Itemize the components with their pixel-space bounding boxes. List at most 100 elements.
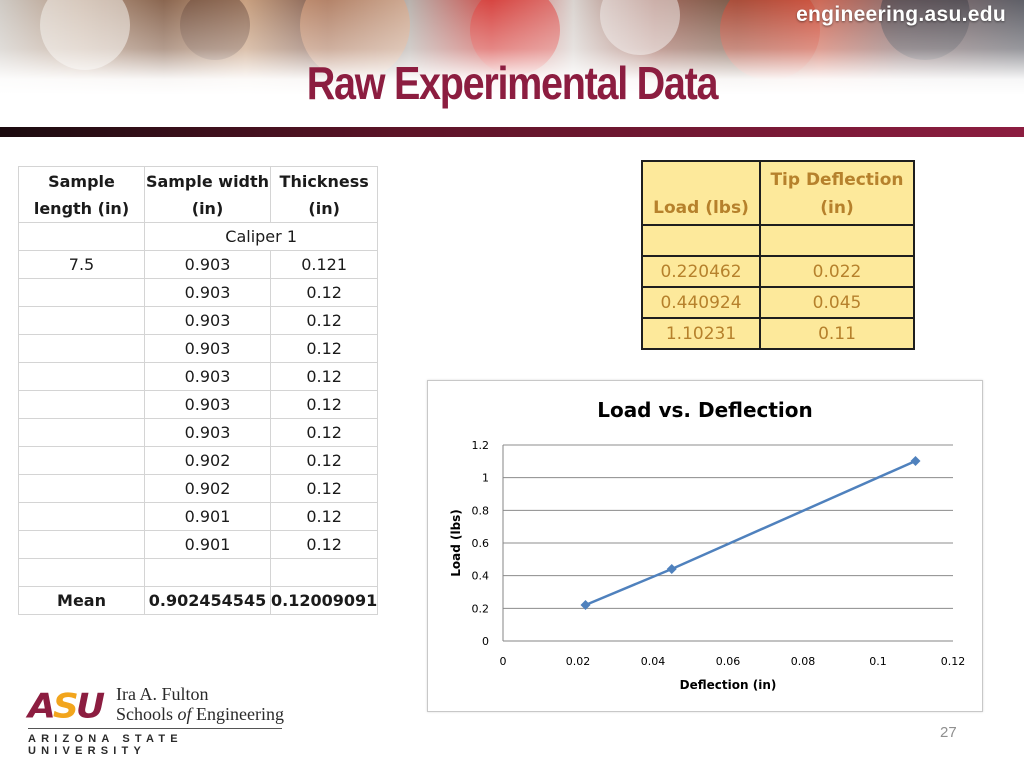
section-label: Caliper 1 bbox=[143, 222, 379, 251]
chart-series bbox=[580, 455, 921, 610]
table-cell: 0.12 bbox=[269, 474, 379, 503]
school-name-line2: Schools of Engineering bbox=[116, 704, 284, 725]
table-cell bbox=[18, 334, 145, 363]
data-point-marker bbox=[910, 455, 921, 466]
logo-letter: U bbox=[75, 687, 105, 726]
load-vs-deflection-chart: Load vs. Deflection 0 0.2 0.4 0.6 0.8 1 1.2 0 0.… bbox=[427, 380, 983, 712]
mean-cell: 0.902454545 bbox=[144, 586, 271, 615]
table-cell bbox=[18, 474, 145, 503]
table-row: 0.903 0.12 bbox=[18, 418, 379, 447]
table-cell bbox=[18, 418, 145, 447]
table-cell: 0.440924 bbox=[641, 286, 761, 319]
table-cell bbox=[18, 222, 145, 251]
table-cell: 0.12 bbox=[269, 362, 379, 391]
school-text: Engineering bbox=[191, 704, 285, 724]
header-text: Sample width bbox=[145, 171, 270, 191]
table-cell: 0.12 bbox=[269, 418, 379, 447]
table-cell bbox=[18, 502, 145, 531]
table-row: 7.5 0.903 0.121 bbox=[18, 250, 379, 279]
table-cell: 0.903 bbox=[144, 250, 271, 279]
header-text: (in) bbox=[308, 198, 340, 218]
header-sample-width: Sample width (in) bbox=[144, 166, 271, 223]
table-cell: 0.12 bbox=[269, 530, 379, 559]
slide-title: Raw Experimental Data bbox=[306, 57, 719, 109]
x-tick-label: 0.04 bbox=[641, 655, 666, 668]
header-load: Load (lbs) bbox=[641, 160, 761, 226]
header-text: (in) bbox=[820, 198, 854, 218]
x-tick-label: 0.08 bbox=[791, 655, 816, 668]
site-url[interactable]: engineering.asu.edu bbox=[796, 3, 1006, 26]
table-cell: 0.12 bbox=[269, 446, 379, 475]
table-cell: 0.902 bbox=[144, 474, 271, 503]
table-row: 0.901 0.12 bbox=[18, 530, 379, 559]
chart-title: Load vs. Deflection bbox=[597, 398, 813, 422]
y-tick-label: 0 bbox=[482, 635, 489, 648]
mean-cell: 0.12009091 bbox=[269, 586, 379, 615]
logo-letter: A bbox=[28, 687, 56, 726]
table-row: 0.903 0.12 bbox=[18, 362, 379, 391]
y-tick-label: 1 bbox=[482, 472, 489, 485]
university-name: ARIZONA STATE UNIVERSITY bbox=[28, 733, 183, 757]
logo-divider bbox=[28, 728, 282, 729]
table-cell bbox=[18, 278, 145, 307]
table-row: 0.901 0.12 bbox=[18, 502, 379, 531]
header-text: Tip Deflection bbox=[770, 170, 904, 190]
x-tick-label: 0.02 bbox=[566, 655, 591, 668]
table-row bbox=[18, 558, 379, 587]
table-cell: 0.901 bbox=[144, 530, 271, 559]
table-row: 0.903 0.12 bbox=[18, 390, 379, 419]
table-cell: 0.903 bbox=[144, 418, 271, 447]
table-cell: 0.12 bbox=[269, 334, 379, 363]
chart-canvas: Load vs. Deflection 0 0.2 0.4 0.6 0.8 1 1.2 0 0.… bbox=[449, 398, 966, 692]
series-line bbox=[585, 459, 917, 607]
table-cell: 0.12 bbox=[269, 390, 379, 419]
table-cell bbox=[269, 558, 379, 587]
table-cell: 0.12 bbox=[269, 278, 379, 307]
sample-dimensions-table: Sample length (in) Sample width (in) Thick… bbox=[18, 166, 379, 615]
table-cell: 0.12 bbox=[269, 306, 379, 335]
header-tip-deflection: Tip Deflection (in) bbox=[759, 160, 915, 226]
table-row: 0.902 0.12 bbox=[18, 446, 379, 475]
mean-row: Mean 0.902454545 0.12009091 bbox=[18, 586, 379, 615]
table-cell: 0.901 bbox=[144, 502, 271, 531]
data-point-marker bbox=[666, 563, 677, 574]
table-cell: 0.903 bbox=[144, 362, 271, 391]
table-cell: 0.220462 bbox=[641, 255, 761, 288]
x-axis-label: Deflection (in) bbox=[680, 678, 777, 692]
table-row: 0.903 0.12 bbox=[18, 278, 379, 307]
table-cell: 0.045 bbox=[759, 286, 915, 319]
table-cell: 0.902 bbox=[144, 446, 271, 475]
table-cell: 0.121 bbox=[269, 250, 379, 279]
x-tick-label: 0.06 bbox=[716, 655, 741, 668]
table-cell bbox=[641, 224, 761, 257]
table-row: 0.902 0.12 bbox=[18, 474, 379, 503]
table-row: 0.440924 0.045 bbox=[641, 286, 915, 319]
y-tick-label: 0.8 bbox=[472, 504, 490, 517]
table-header-row: Load (lbs) Tip Deflection (in) bbox=[641, 160, 915, 226]
table-cell: 0.903 bbox=[144, 278, 271, 307]
table-cell: 0.11 bbox=[759, 317, 915, 350]
table-cell: 0.903 bbox=[144, 390, 271, 419]
load-deflection-table: Load (lbs) Tip Deflection (in) 0.220462 0.… bbox=[641, 160, 915, 350]
x-tick-label: 0 bbox=[500, 655, 507, 668]
section-row: Caliper 1 bbox=[18, 222, 379, 251]
table-cell: 0.903 bbox=[144, 334, 271, 363]
header-text: Thickness bbox=[279, 171, 369, 191]
header-text: Sample bbox=[48, 171, 115, 191]
table-cell: 0.022 bbox=[759, 255, 915, 288]
page-number: 27 bbox=[940, 724, 957, 741]
header-thickness: Thickness (in) bbox=[269, 166, 379, 223]
asu-engineering-logo[interactable]: ASU Ira A. Fulton Schools of Engineering… bbox=[28, 684, 286, 757]
table-cell bbox=[144, 558, 271, 587]
table-cell: 7.5 bbox=[18, 250, 145, 279]
x-tick-label: 0.12 bbox=[941, 655, 966, 668]
header-text: length (in) bbox=[33, 198, 130, 218]
chart-tick-labels: 0 0.2 0.4 0.6 0.8 1 1.2 0 0.02 0.04 0.06 0.08 0.1 0.1… bbox=[472, 439, 966, 668]
school-name-line1: Ira A. Fulton bbox=[116, 684, 209, 704]
x-tick-label: 0.1 bbox=[869, 655, 887, 668]
table-cell bbox=[18, 446, 145, 475]
table-cell bbox=[18, 306, 145, 335]
table-cell bbox=[18, 530, 145, 559]
table-cell: 0.903 bbox=[144, 306, 271, 335]
school-text: Schools bbox=[116, 704, 178, 724]
